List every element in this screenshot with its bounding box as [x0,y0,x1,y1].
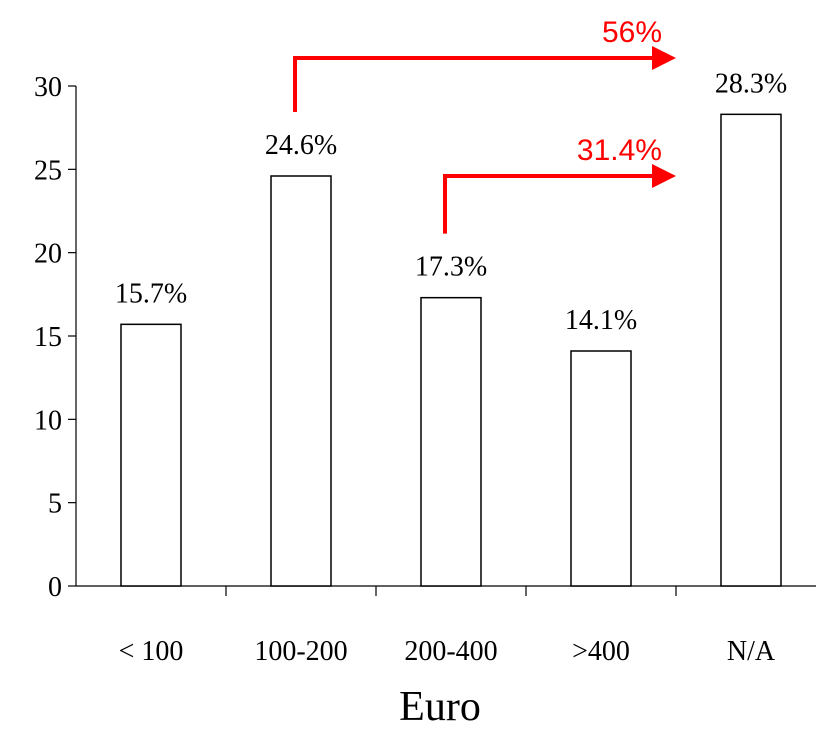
annotation-label: 31.4% [577,134,662,167]
bar [570,350,632,587]
bar-value-label: 17.3% [415,252,487,283]
bar-value-label: 14.1% [565,305,637,336]
x-tick-label: N/A [727,636,776,667]
y-tick-label: 5 [48,489,62,520]
axes: 0 5 10 15 20 25 30 < 100 100-200 200-400 >400 N/A [34,72,816,667]
x-tick-label: 100-200 [254,636,347,667]
x-tick-label: 200-400 [404,636,497,667]
annotation-label: 56% [602,16,662,49]
y-tick-label: 20 [34,239,62,270]
x-axis-title: Euro [399,684,481,730]
y-tick-label: 30 [34,72,62,103]
y-tick-label: 15 [34,322,62,353]
bar-value-label: 24.6% [265,130,337,161]
x-tick-label: < 100 [119,636,184,667]
bars: 15.7% 24.6% 17.3% 14.1% 28.3% [115,68,787,587]
bar-value-label: 15.7% [115,278,187,309]
annotations: 56% 31.4% [293,16,676,234]
y-tick-label: 10 [34,405,62,436]
bar [120,323,182,587]
bar [270,175,332,587]
bar [420,296,482,587]
annotation-arrow [443,164,676,234]
bar-value-label: 28.3% [715,68,787,99]
y-tick-label: 0 [48,572,62,603]
x-tick-label: >400 [572,636,630,667]
bar [720,113,782,587]
y-tick-label: 25 [34,155,62,186]
annotation-arrow [293,46,676,112]
